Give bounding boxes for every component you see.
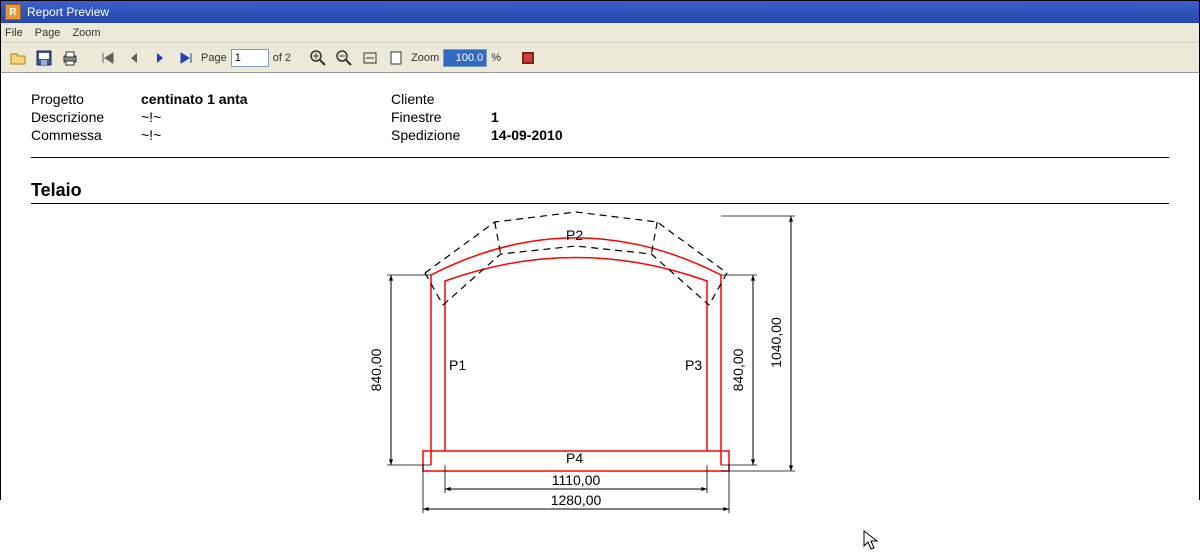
commessa-value: ~!~ [141, 127, 391, 143]
save-icon[interactable] [33, 47, 55, 69]
page-input[interactable] [231, 49, 269, 67]
finestre-value: 1 [491, 109, 671, 125]
window-titlebar: R Report Preview [1, 1, 1199, 23]
window-title: Report Preview [27, 5, 109, 19]
toolbar: Page of 2 Zoom % [1, 43, 1199, 73]
drawing-svg: P1 P2 P3 P4 840,00 840,00 1040,00 1110,00 1280,0… [201, 210, 881, 530]
menu-page[interactable]: Page [35, 27, 61, 39]
section-title: Telaio [31, 180, 1169, 204]
zoom-pct: % [491, 52, 501, 64]
descrizione-label: Descrizione [31, 109, 141, 125]
zoom-input[interactable] [443, 49, 487, 67]
descrizione-value: ~!~ [141, 109, 391, 125]
svg-text:1040,00: 1040,00 [768, 317, 784, 368]
fit-width-icon[interactable] [359, 47, 381, 69]
prev-page-icon[interactable] [123, 47, 145, 69]
close-preview-icon[interactable] [517, 47, 539, 69]
menu-file[interactable]: File [5, 27, 23, 39]
svg-text:P2: P2 [566, 227, 583, 243]
zoom-label: Zoom [411, 52, 439, 64]
page-label: Page [201, 52, 227, 64]
first-page-icon[interactable] [97, 47, 119, 69]
svg-text:P4: P4 [566, 450, 583, 466]
progetto-label: Progetto [31, 91, 141, 107]
mouse-cursor-icon [863, 530, 879, 555]
menu-zoom[interactable]: Zoom [72, 27, 100, 39]
spedizione-label: Spedizione [391, 127, 491, 143]
svg-text:840,00: 840,00 [368, 348, 384, 391]
commessa-label: Commessa [31, 127, 141, 143]
print-icon[interactable] [59, 47, 81, 69]
next-page-icon[interactable] [149, 47, 171, 69]
menubar: File Page Zoom [1, 23, 1199, 43]
progetto-value: centinato 1 anta [141, 91, 391, 107]
spedizione-value: 14-09-2010 [491, 127, 671, 143]
svg-text:P3: P3 [685, 357, 702, 373]
report-page: Progetto centinato 1 anta Cliente Descri… [1, 73, 1199, 530]
svg-text:1280,00: 1280,00 [551, 492, 602, 508]
zoom-in-icon[interactable] [307, 47, 329, 69]
fit-page-icon[interactable] [385, 47, 407, 69]
technical-drawing: P1 P2 P3 P4 840,00 840,00 1040,00 1110,00 1280,0… [31, 210, 1169, 530]
cliente-label: Cliente [391, 91, 491, 107]
cliente-value [491, 91, 671, 107]
header-divider [31, 157, 1169, 158]
app-icon: R [5, 4, 21, 20]
svg-text:1110,00: 1110,00 [552, 472, 601, 488]
page-total: of 2 [273, 52, 291, 64]
svg-text:P1: P1 [449, 357, 466, 373]
zoom-out-icon[interactable] [333, 47, 355, 69]
open-icon[interactable] [7, 47, 29, 69]
report-header: Progetto centinato 1 anta Cliente Descri… [31, 91, 1169, 143]
svg-text:840,00: 840,00 [730, 348, 746, 391]
finestre-label: Finestre [391, 109, 491, 125]
last-page-icon[interactable] [175, 47, 197, 69]
